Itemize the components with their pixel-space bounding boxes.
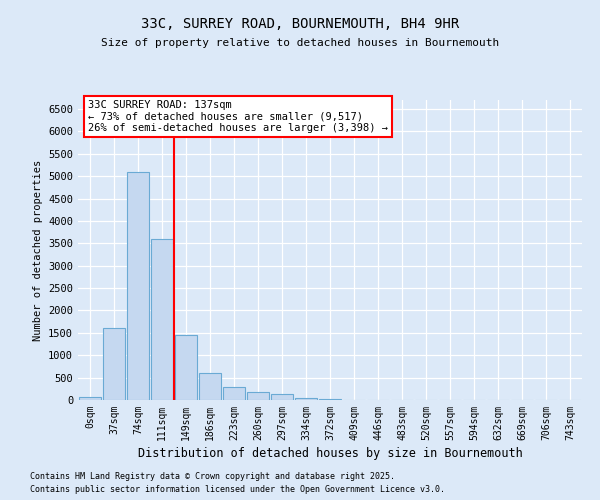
Text: 33C SURREY ROAD: 137sqm
← 73% of detached houses are smaller (9,517)
26% of semi: 33C SURREY ROAD: 137sqm ← 73% of detache… (88, 100, 388, 133)
X-axis label: Distribution of detached houses by size in Bournemouth: Distribution of detached houses by size … (137, 447, 523, 460)
Bar (223, 386, 245, 400)
Y-axis label: Number of detached properties: Number of detached properties (32, 160, 43, 340)
Text: Contains HM Land Registry data © Crown copyright and database right 2025.: Contains HM Land Registry data © Crown c… (30, 472, 395, 481)
Text: 33C, SURREY ROAD, BOURNEMOUTH, BH4 9HR: 33C, SURREY ROAD, BOURNEMOUTH, BH4 9HR (141, 18, 459, 32)
Bar (175, 335, 197, 400)
Bar (127, 172, 149, 400)
Bar (151, 239, 173, 400)
Bar (199, 373, 221, 400)
Bar (319, 399, 341, 400)
Text: Size of property relative to detached houses in Bournemouth: Size of property relative to detached ho… (101, 38, 499, 48)
Bar (247, 392, 269, 400)
Bar (271, 394, 293, 400)
Bar (79, 396, 101, 400)
Text: Contains public sector information licensed under the Open Government Licence v3: Contains public sector information licen… (30, 485, 445, 494)
Bar (295, 398, 317, 400)
Bar (103, 328, 125, 400)
